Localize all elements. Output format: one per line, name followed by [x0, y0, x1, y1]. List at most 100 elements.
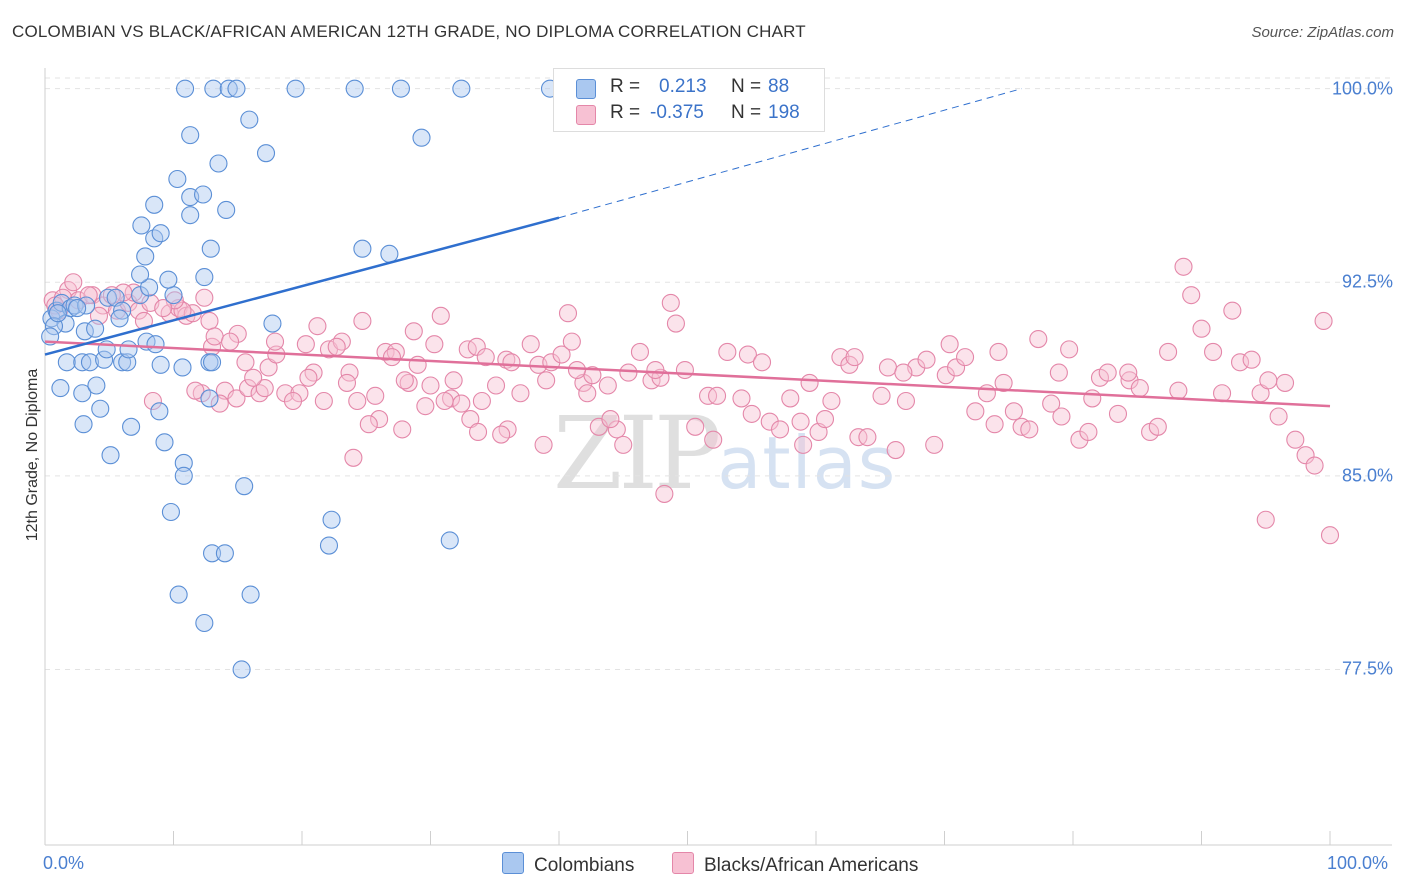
colombian-point [118, 353, 137, 372]
colombian-point [319, 536, 339, 555]
colombian-point [200, 389, 219, 408]
black-african-american-point [1269, 407, 1288, 426]
colombian-point [209, 154, 228, 173]
bottom-legend-colombians: Colombians [502, 852, 634, 877]
colombian-point [75, 322, 94, 341]
black-african-american-point [732, 389, 751, 408]
black-african-american-point [791, 412, 810, 431]
black-african-american-point [521, 335, 540, 354]
black-african-american-point [404, 322, 423, 341]
black-african-american-point [79, 286, 98, 305]
black-african-american-point [186, 381, 205, 400]
black-african-american-point [894, 363, 913, 382]
colombian-point [98, 288, 118, 307]
colombian-point [87, 376, 106, 395]
black-african-american-point [1182, 286, 1201, 305]
black-african-american-point [1231, 353, 1250, 372]
bottom-legend-blacks: Blacks/African Americans [672, 852, 918, 877]
legend-n-label: N = [731, 76, 762, 97]
black-african-american-point [886, 440, 905, 460]
colombian-point [73, 384, 92, 403]
colombian-point [119, 340, 138, 359]
bottom-legend-label-colombians: Colombians [534, 855, 635, 876]
black-african-american-point [1148, 417, 1167, 436]
black-african-american-point [205, 327, 224, 346]
black-african-american-point [1159, 342, 1178, 362]
colombian-point [68, 299, 87, 318]
colombian-point [380, 244, 399, 263]
black-african-american-point [878, 358, 898, 377]
black-african-american-point [393, 420, 412, 439]
black-african-american-point [1204, 342, 1223, 362]
x-tick-label-min: 0.0% [43, 853, 85, 873]
bottom-legend-swatch-blacks [672, 852, 694, 874]
colombian-point [151, 355, 170, 374]
black-african-american-point [332, 332, 351, 351]
black-african-american-point [1020, 420, 1039, 439]
black-african-american-point [578, 384, 597, 403]
black-african-american-point [781, 389, 800, 408]
black-african-american-point [947, 358, 966, 377]
black-african-american-point [228, 324, 247, 343]
black-african-american-point [370, 410, 389, 429]
black-african-american-point [614, 435, 633, 454]
colombian-point [51, 379, 70, 398]
black-african-american-point [421, 376, 440, 395]
black-african-american-point [800, 373, 819, 392]
y-tick-label: 100.0% [1331, 78, 1393, 99]
black-african-american-point [956, 348, 975, 367]
colombian-point [201, 239, 220, 258]
colombian-trendline-extension [558, 88, 1022, 219]
black-african-american-point [675, 360, 694, 380]
black-african-american-point [686, 417, 705, 436]
colombian-point [74, 415, 93, 434]
colombian-point [57, 353, 76, 372]
black-african-american-point [353, 311, 372, 331]
black-african-american-point [994, 373, 1013, 392]
colombian-point [169, 585, 188, 604]
black-african-american-point [896, 391, 916, 411]
black-african-american-point [1083, 389, 1102, 408]
black-african-american-point [502, 353, 521, 372]
legend-swatch-colombians [576, 79, 596, 99]
black-african-american-point [704, 430, 723, 449]
black-african-american-point [476, 348, 495, 367]
colombian-point [140, 278, 159, 297]
black-african-american-point [1242, 350, 1261, 369]
colombian-point [235, 477, 254, 496]
colombian-point [101, 446, 120, 465]
colombian-point [110, 309, 129, 328]
black-african-american-point [250, 384, 269, 403]
colombian-point [91, 399, 110, 418]
black-african-american-point [210, 394, 229, 413]
black-african-american-point [1259, 371, 1278, 390]
legend-n-value: 88 [768, 76, 790, 97]
legend-r-value: -0.375 [650, 102, 704, 123]
y-tick-label: 77.5% [1341, 658, 1393, 679]
black-african-american-point [299, 368, 318, 387]
black-african-american-point [985, 415, 1004, 434]
black-african-american-point [359, 415, 378, 434]
black-african-american-point [752, 353, 772, 372]
black-african-american-point [154, 299, 173, 318]
colombian-point [176, 79, 195, 98]
black-african-american-point [940, 335, 959, 354]
colombian-point [159, 270, 178, 289]
black-african-american-point [552, 345, 571, 364]
black-african-american-point [1275, 373, 1295, 392]
colombian-point [122, 417, 141, 436]
colombian-point [240, 110, 259, 129]
black-african-american-point [1320, 526, 1340, 545]
black-african-american-point [283, 391, 303, 411]
legend-n-label: N = [731, 102, 762, 123]
black-african-american-point [1108, 404, 1128, 423]
black-african-american-point [1060, 340, 1079, 359]
colombian-trendline [44, 216, 560, 356]
black-african-american-point [567, 360, 587, 380]
black-african-american-point [1004, 402, 1023, 421]
black-african-american-point [815, 410, 835, 429]
black-african-american-point [416, 397, 435, 416]
black-african-american-point [304, 363, 323, 382]
black-african-american-point [452, 394, 471, 413]
